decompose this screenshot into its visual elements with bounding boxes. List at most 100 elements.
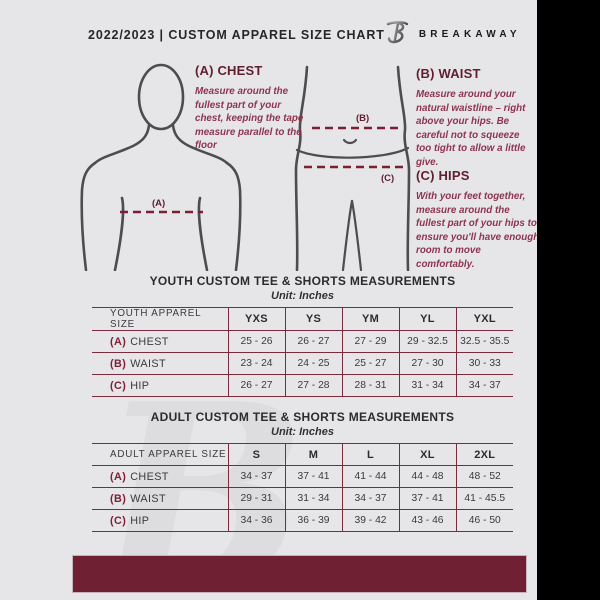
figure-navel	[342, 138, 358, 145]
cell: 31 - 34	[398, 374, 456, 397]
cell: 37 - 41	[398, 487, 456, 510]
measurement-diagrams: (A) (B) (C) (A) CHEST Measure around the…	[0, 55, 537, 271]
row-prefix: (B)	[110, 357, 127, 370]
figure-left-armpit	[113, 196, 125, 271]
hips-instruction-heading: (C) HIPS	[416, 168, 470, 183]
size-header: M	[284, 443, 342, 466]
youth-size-label: YOUTH APPAREL SIZE	[92, 307, 228, 331]
table-row: (A) CHEST 34 - 37 37 - 41 41 - 44 44 - 48…	[92, 465, 513, 488]
cell: 30 - 33	[455, 352, 513, 375]
size-header: YS	[284, 307, 342, 331]
flyer-content: 2022/2023 | CUSTOM APPAREL SIZE CHART	[0, 0, 537, 600]
size-header: YM	[341, 307, 399, 331]
waist-line-label: (B)	[356, 113, 369, 124]
cell: 46 - 50	[455, 509, 513, 532]
adult-size-label: ADULT APPAREL SIZE	[92, 443, 228, 466]
cell: 34 - 37	[455, 374, 513, 397]
page-title: 2022/2023 | CUSTOM APPAREL SIZE CHART	[88, 27, 385, 42]
cell: 27 - 29	[341, 330, 399, 353]
cell: 25 - 26	[227, 330, 285, 353]
size-header: YXL	[455, 307, 513, 331]
figure-inner-right-leg	[350, 199, 363, 271]
body-figures-drawing: (A) (B) (C)	[80, 63, 411, 271]
cell: 43 - 46	[398, 509, 456, 532]
row-label: (B) WAIST	[92, 487, 228, 510]
figure-left-shoulder-arm	[80, 123, 151, 271]
table-row: (C) HIP 34 - 36 36 - 39 39 - 42 43 - 46 4…	[92, 509, 513, 532]
row-label: (B) WAIST	[92, 352, 228, 375]
page-header: 2022/2023 | CUSTOM APPAREL SIZE CHART	[0, 0, 537, 55]
figure-right-armpit	[197, 196, 209, 271]
row-prefix: (C)	[110, 514, 127, 527]
adult-header-row: ADULT APPAREL SIZE S M L XL 2XL	[92, 443, 513, 466]
cell: 31 - 34	[284, 487, 342, 510]
cell: 25 - 27	[341, 352, 399, 375]
cell: 24 - 25	[284, 352, 342, 375]
chest-instruction-heading: (A) CHEST	[195, 63, 263, 78]
row-name: CHEST	[130, 335, 169, 348]
cell: 29 - 32.5	[398, 330, 456, 353]
brand-lockup: BREAKAWAY	[385, 19, 521, 51]
youth-header-row: YOUTH APPAREL SIZE YXS YS YM YL YXL	[92, 307, 513, 331]
adult-table-section: ADULT CUSTOM TEE & SHORTS MEASUREMENTS U…	[92, 410, 513, 532]
cell: 34 - 37	[341, 487, 399, 510]
cell: 32.5 - 35.5	[455, 330, 513, 353]
waist-instruction: (B) WAIST Measure around your natural wa…	[416, 66, 535, 169]
cell: 44 - 48	[398, 465, 456, 488]
row-name: WAIST	[130, 357, 166, 370]
waist-instruction-heading: (B) WAIST	[416, 66, 481, 81]
figure-head	[137, 63, 185, 131]
chest-line-label: (A)	[152, 198, 165, 209]
youth-table-title: YOUTH CUSTOM TEE & SHORTS MEASUREMENTS	[149, 274, 456, 288]
cell: 28 - 31	[341, 374, 399, 397]
table-row: (B) WAIST 23 - 24 24 - 25 25 - 27 27 - 30…	[92, 352, 513, 375]
table-row: (C) HIP 26 - 27 27 - 28 28 - 31 31 - 34 3…	[92, 374, 513, 397]
cell: 34 - 37	[227, 465, 285, 488]
row-name: HIP	[130, 514, 150, 527]
waist-instruction-text: Measure around your natural waistline – …	[416, 89, 526, 168]
brand-name: BREAKAWAY	[418, 29, 521, 40]
cell: 48 - 52	[455, 465, 513, 488]
cell: 29 - 31	[227, 487, 285, 510]
size-header: L	[341, 443, 399, 466]
hips-line-label: (C)	[381, 173, 394, 184]
chest-instruction: (A) CHEST Measure around the fullest par…	[195, 63, 309, 153]
youth-table-section: YOUTH CUSTOM TEE & SHORTS MEASUREMENTS U…	[92, 274, 513, 397]
size-header: S	[227, 443, 285, 466]
row-prefix: (B)	[110, 492, 127, 505]
cell: 39 - 42	[341, 509, 399, 532]
cell: 34 - 36	[227, 509, 285, 532]
hips-instruction: (C) HIPS With your feet together, measur…	[416, 168, 537, 271]
cell: 36 - 39	[284, 509, 342, 532]
row-prefix: (A)	[110, 470, 127, 483]
youth-table-unit: Unit: Inches	[271, 290, 334, 302]
figure-lower-right-side	[396, 65, 411, 271]
cell: 41 - 45.5	[455, 487, 513, 510]
cell: 26 - 27	[284, 330, 342, 353]
cell: 37 - 41	[284, 465, 342, 488]
row-name: WAIST	[130, 492, 166, 505]
row-label: (C) HIP	[92, 509, 228, 532]
size-header: XL	[398, 443, 456, 466]
adult-table-unit: Unit: Inches	[271, 426, 334, 438]
row-name: CHEST	[130, 470, 169, 483]
adult-table-title: ADULT CUSTOM TEE & SHORTS MEASUREMENTS	[150, 410, 455, 424]
table-row: (B) WAIST 29 - 31 31 - 34 34 - 37 37 - 41…	[92, 487, 513, 510]
adult-size-table: ADULT APPAREL SIZE S M L XL 2XL (A) CHEST…	[92, 443, 513, 532]
cell: 27 - 28	[284, 374, 342, 397]
cell: 27 - 30	[398, 352, 456, 375]
cell: 23 - 24	[227, 352, 285, 375]
figure-lower-left-side	[294, 65, 309, 271]
row-prefix: (C)	[110, 379, 127, 392]
row-name: HIP	[130, 379, 150, 392]
footer-bar	[72, 555, 527, 593]
youth-size-table: YOUTH APPAREL SIZE YXS YS YM YL YXL (A) C…	[92, 307, 513, 397]
figure-right-shoulder-arm	[171, 123, 242, 271]
chest-instruction-text: Measure around the fullest part of your …	[195, 86, 304, 152]
table-row: (A) CHEST 25 - 26 26 - 27 27 - 29 29 - 32…	[92, 330, 513, 353]
cell: 26 - 27	[227, 374, 285, 397]
row-label: (A) CHEST	[92, 465, 228, 488]
size-header: YXS	[227, 307, 285, 331]
cell: 41 - 44	[341, 465, 399, 488]
